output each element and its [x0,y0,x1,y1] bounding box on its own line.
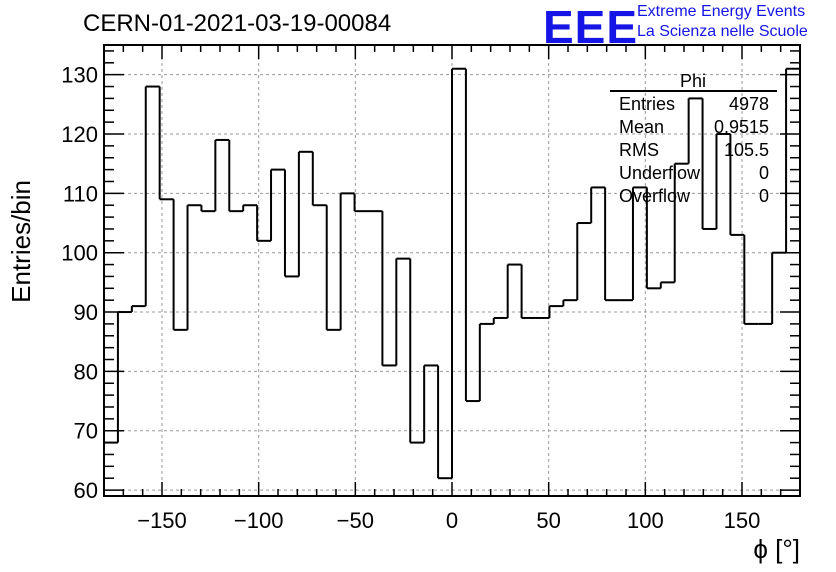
logo-subtitle-1: Extreme Energy Events [637,3,806,20]
stats-row-label: Underflow [619,163,701,183]
y-tick-label: 130 [61,63,98,88]
histogram-series [103,67,801,496]
tick-labels: −150 −100 −50 0 50 100 150 60 70 80 90 100 110 120 130 [61,63,760,533]
x-tick-label: −100 [234,508,284,533]
y-tick-label: 110 [63,181,98,206]
stats-row-value: 105.5 [724,140,769,160]
x-tick-label: 100 [627,508,664,533]
stats-row-value: 0.9515 [714,117,769,137]
stats-row-label: Overflow [619,186,691,206]
y-tick-label: 90 [74,300,98,325]
stats-row-label: Entries [619,94,675,114]
x-tick-label: 50 [536,508,560,533]
y-tick-label: 70 [74,419,98,444]
stats-row-value: 0 [759,186,769,206]
logo-subtitle-2: La Scienza nelle Scuole [637,23,808,40]
stats-box-name: Phi [680,71,706,91]
y-tick-label: 100 [61,241,98,266]
run-title: CERN-01-2021-03-19-00084 [83,10,392,37]
y-axis-label: Entries/bin [6,180,36,303]
x-tick-label: −50 [337,508,374,533]
stats-box: Phi Entries 4978 Mean 0.9515 RMS 105.5 Underfl… [610,71,777,206]
y-tick-label: 120 [61,122,98,147]
y-tick-label: 80 [74,359,98,384]
x-tick-label: 150 [724,508,761,533]
x-tick-label: 0 [446,508,458,533]
stats-row-value: 4978 [729,94,769,114]
x-tick-label: −150 [137,508,187,533]
axis-ticks [103,45,801,496]
stats-row-label: Mean [619,117,664,137]
stats-row-label: RMS [619,140,659,160]
y-tick-label: 60 [74,478,98,503]
stats-row-value: 0 [759,163,769,183]
x-axis-label: ϕ [°] [753,534,800,564]
